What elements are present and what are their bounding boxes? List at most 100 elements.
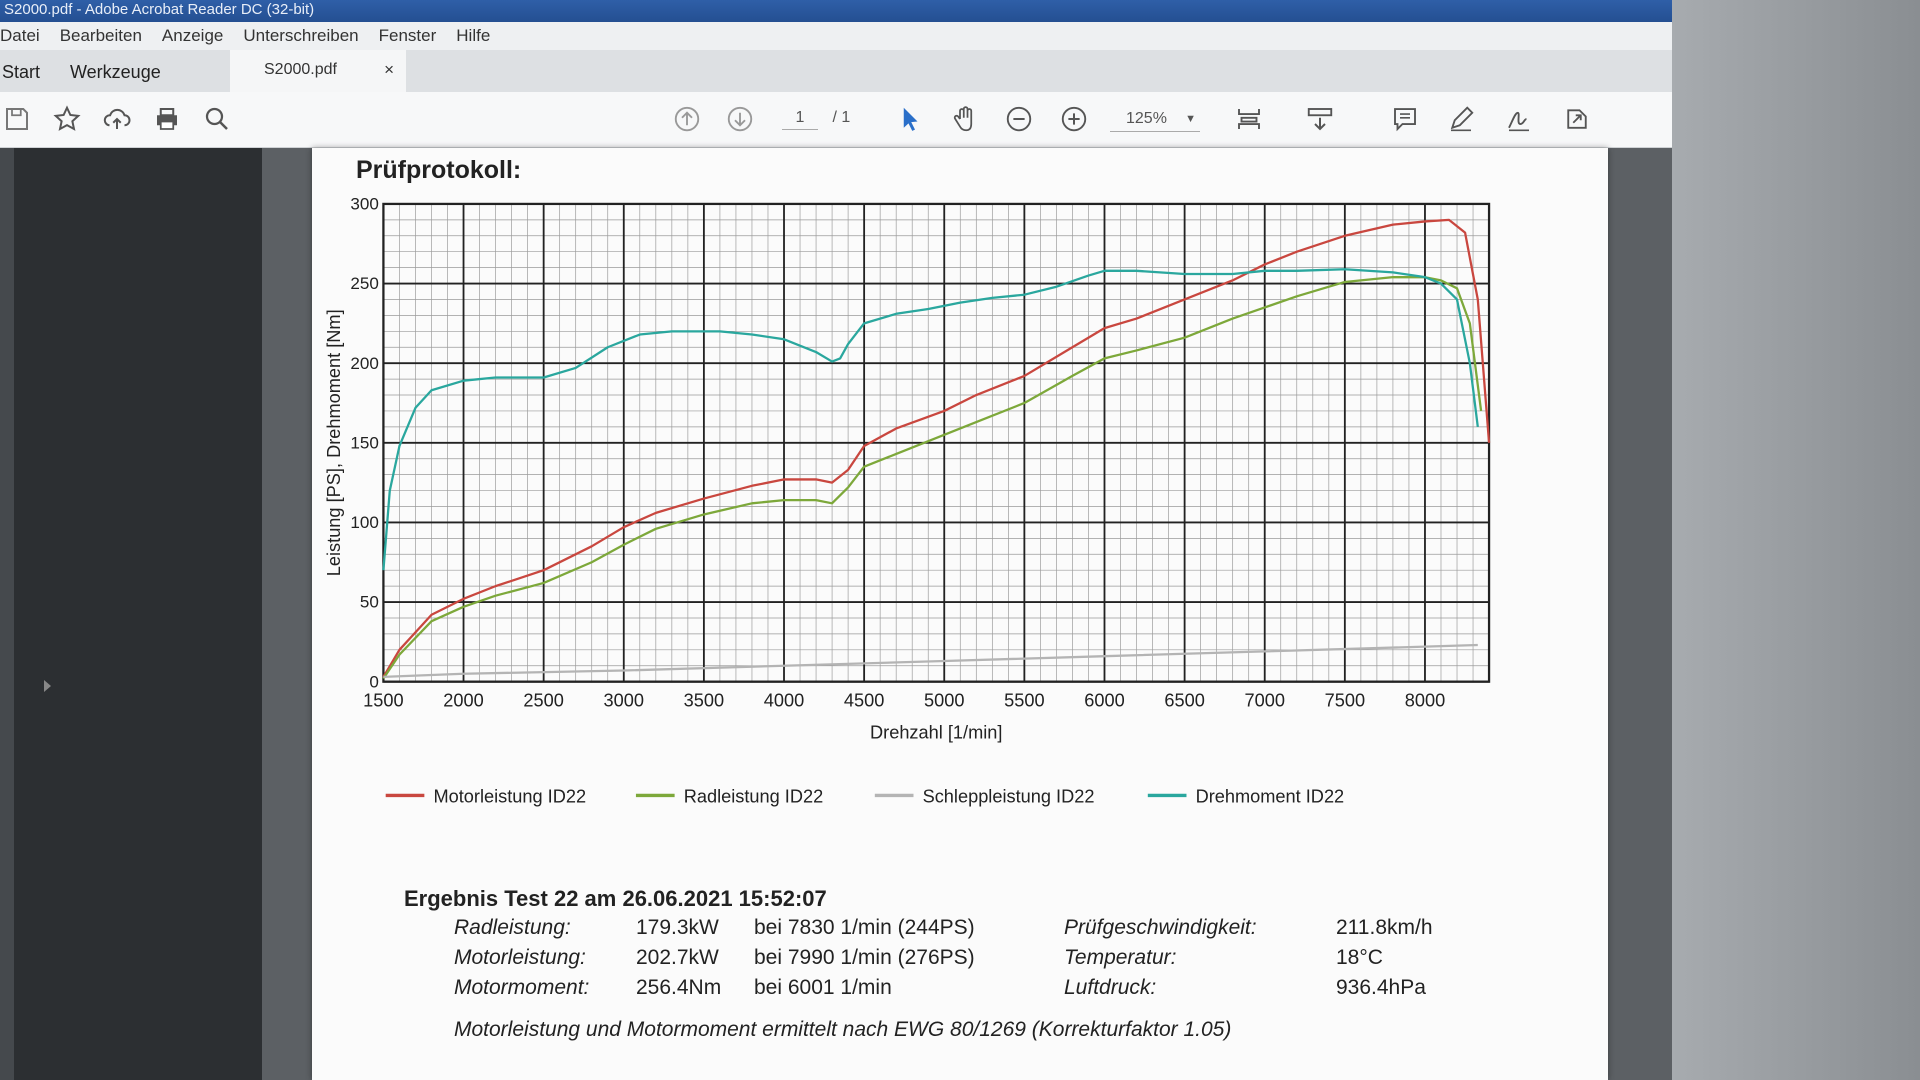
- sign-icon[interactable]: [1502, 102, 1536, 136]
- panel-strip: [0, 148, 14, 1080]
- zoom-value: 125%: [1126, 110, 1167, 127]
- x-tick-label: 7500: [1325, 691, 1365, 711]
- series-line-motorleistung-id22: [382, 218, 1491, 678]
- share-icon[interactable]: [1560, 102, 1594, 136]
- y-tick-label: 50: [360, 593, 379, 612]
- y-tick-label: 0: [369, 672, 378, 691]
- save-icon[interactable]: [0, 102, 34, 136]
- menu-datei[interactable]: Datei: [0, 26, 40, 45]
- x-tick-label: 5000: [924, 691, 964, 711]
- x-tick-label: 4000: [764, 691, 804, 711]
- star-icon[interactable]: [50, 102, 84, 136]
- y-tick-label: 200: [350, 354, 378, 373]
- results-block: Ergebnis Test 22 am 26.06.2021 15:52:07 …: [404, 886, 1554, 1041]
- dyno-chart: 0 50 100 150 200 250 300 1500 2000 2500 3000 3500 4…: [324, 195, 1491, 806]
- tab-tools[interactable]: Werkzeuge: [70, 62, 161, 82]
- result-label: Motormoment:: [454, 976, 590, 999]
- y-axis-label: Leistung [PS], Drehmoment [Nm]: [324, 309, 344, 576]
- condition-label: Prüfgeschwindigkeit:: [1064, 916, 1257, 939]
- window-title-bar: S2000.pdf - Adobe Acrobat Reader DC (32-…: [0, 0, 1920, 22]
- zoom-out-icon[interactable]: [1002, 102, 1036, 136]
- legend-label: Schleppleistung ID22: [923, 786, 1095, 806]
- result-value: 202.7kW: [636, 946, 719, 969]
- window-title: S2000.pdf - Adobe Acrobat Reader DC (32-…: [4, 1, 315, 18]
- select-cursor-icon[interactable]: [893, 102, 927, 136]
- condition-value: 936.4hPa: [1336, 976, 1426, 999]
- series-line-schleppleistung-id22: [383, 643, 1478, 679]
- condition-label: Temperatur:: [1064, 946, 1177, 969]
- x-tick-label: 7000: [1244, 691, 1284, 711]
- legend-label: Radleistung ID22: [684, 786, 824, 806]
- zoom-in-icon[interactable]: [1057, 102, 1091, 136]
- x-tick-label: 6500: [1164, 691, 1204, 711]
- result-value: 179.3kW: [636, 916, 719, 939]
- x-tick-label: 6000: [1084, 691, 1124, 711]
- x-tick-label: 4500: [844, 691, 884, 711]
- expand-panel-icon[interactable]: [44, 680, 51, 692]
- menu-fenster[interactable]: Fenster: [378, 26, 437, 45]
- scroll-mode-icon[interactable]: [1303, 102, 1337, 136]
- toolbar: / 1 125% ▼: [0, 92, 1920, 148]
- tab-document-label: S2000.pdf: [264, 61, 337, 78]
- left-navigation-panel: [0, 148, 262, 1080]
- result-rpm: bei 7830 1/min (244PS): [754, 916, 975, 939]
- result-label: Motorleistung:: [454, 946, 586, 969]
- pen-icon[interactable]: [1444, 102, 1478, 136]
- page-down-icon[interactable]: [723, 102, 757, 136]
- y-tick-label: 150: [350, 433, 378, 452]
- page-total: / 1: [832, 108, 851, 126]
- y-tick-label: 250: [350, 274, 378, 293]
- legend-label: Drehmoment ID22: [1196, 786, 1345, 806]
- x-tick-label: 1500: [363, 691, 403, 711]
- result-rpm: bei 7990 1/min (276PS): [754, 946, 975, 969]
- zoom-search-icon[interactable]: [200, 102, 234, 136]
- condition-value: 211.8km/h: [1336, 916, 1433, 939]
- result-rpm: bei 6001 1/min: [754, 976, 892, 999]
- page-number-input[interactable]: [782, 106, 818, 130]
- x-tick-label: 8000: [1405, 691, 1445, 711]
- tab-bar: Start Werkzeuge S2000.pdf ×: [0, 50, 1920, 92]
- page-heading: Prüfprotokoll:: [356, 156, 522, 184]
- result-value: 256.4Nm: [636, 976, 722, 999]
- series-line-radleistung-id22: [382, 276, 1483, 680]
- y-tick-labels: 0 50 100 150 200 250 300: [350, 195, 378, 692]
- chart-major-grid: [382, 203, 1490, 683]
- menu-anzeige[interactable]: Anzeige: [161, 26, 224, 45]
- fit-page-icon[interactable]: [1232, 102, 1266, 136]
- tab-start[interactable]: Start: [2, 62, 41, 82]
- chart-legend: Motorleistung ID22 Radleistung ID22 Schlep…: [385, 786, 1345, 806]
- right-tools-panel: [1672, 0, 1920, 1080]
- result-row-motorleistung: Motorleistung: 202.7kW bei 7990 1/min (2…: [404, 946, 1554, 976]
- x-tick-label: 3000: [604, 691, 644, 711]
- close-tab-icon[interactable]: ×: [384, 60, 394, 79]
- x-tick-labels: 1500 2000 2500 3000 3500 4000 4500 5000 5500 6000…: [363, 691, 1445, 711]
- series-line-drehmoment-id22: [382, 268, 1479, 571]
- results-title: Ergebnis Test 22 am 26.06.2021 15:52:07: [404, 886, 827, 911]
- x-tick-label: 5500: [1004, 691, 1044, 711]
- page-up-icon[interactable]: [670, 102, 704, 136]
- comment-icon[interactable]: [1388, 102, 1422, 136]
- x-tick-label: 2500: [523, 691, 563, 711]
- result-label: Radleistung:: [454, 916, 571, 939]
- tab-document[interactable]: S2000.pdf ×: [230, 50, 406, 92]
- chart-series: [382, 218, 1491, 680]
- upload-icon[interactable]: [100, 102, 134, 136]
- x-tick-label: 2000: [443, 691, 483, 711]
- y-tick-label: 100: [350, 513, 378, 532]
- hand-icon[interactable]: [948, 102, 982, 136]
- legend-label: Motorleistung ID22: [433, 786, 586, 806]
- menu-hilfe[interactable]: Hilfe: [456, 26, 491, 45]
- pdf-page: Prüfprotokoll: 0 50 100 150 200 250 300 1500 20…: [312, 148, 1608, 1080]
- result-row-motormoment: Motormoment: 256.4Nm bei 6001 1/min Luft…: [404, 976, 1554, 1006]
- zoom-select[interactable]: 125% ▼: [1110, 106, 1200, 132]
- menu-unterschreiben[interactable]: Unterschreiben: [243, 26, 359, 45]
- condition-label: Luftdruck:: [1064, 976, 1157, 999]
- chevron-down-icon: ▼: [1185, 113, 1196, 125]
- x-tick-label: 3500: [684, 691, 724, 711]
- page-navigation: / 1: [782, 106, 850, 130]
- menu-bearbeiten[interactable]: Bearbeiten: [59, 26, 142, 45]
- y-tick-label: 300: [350, 195, 378, 214]
- print-icon[interactable]: [150, 102, 184, 136]
- results-note: Motorleistung und Motormoment ermittelt …: [454, 1018, 1232, 1041]
- menu-bar: Datei Bearbeiten Anzeige Unterschreiben Fens…: [0, 22, 1920, 50]
